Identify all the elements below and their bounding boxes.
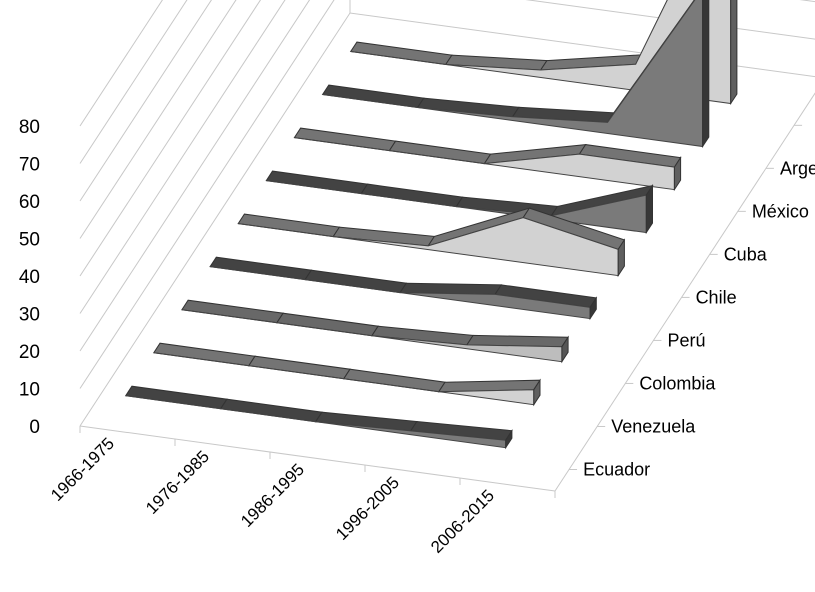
y-tick-label: 40 bbox=[19, 267, 40, 288]
y-tick-label: 70 bbox=[19, 155, 40, 176]
series-label: Colombia bbox=[639, 373, 716, 393]
ribbon-end-cap bbox=[533, 378, 541, 407]
series-label: Venezuela bbox=[611, 416, 696, 436]
ribbon-end-cap bbox=[505, 429, 513, 450]
y-tick-label: 10 bbox=[19, 380, 40, 401]
x-tick-label: 1976-1985 bbox=[142, 447, 213, 518]
series-label: México bbox=[752, 201, 809, 221]
ribbon-méxico bbox=[293, 127, 682, 192]
series-label: Perú bbox=[667, 330, 705, 350]
gridline bbox=[79, 0, 262, 277]
ribbon-end-cap bbox=[645, 183, 653, 235]
gridline bbox=[79, 0, 213, 202]
floor-front-edge bbox=[79, 425, 556, 492]
floor-right-edge bbox=[554, 92, 815, 492]
ribbon-cuba bbox=[265, 170, 654, 235]
series-label: Cuba bbox=[724, 244, 768, 264]
ribbon-end-cap bbox=[617, 238, 625, 278]
series-label: Ecuador bbox=[583, 459, 650, 479]
series-labels: Ecuador Venezuela Colombia Perú Chile Cuba Méx… bbox=[583, 158, 815, 479]
ribbon-end-cap bbox=[730, 0, 738, 106]
ribbon-end-cap bbox=[673, 155, 682, 192]
y-tick-label: 20 bbox=[19, 342, 40, 363]
ribbon-series-8 bbox=[349, 0, 738, 106]
ribbon-end-cap bbox=[702, 0, 710, 149]
x-tick-label: 2006-2015 bbox=[427, 486, 498, 557]
ribbon-ecuador bbox=[124, 385, 513, 450]
gridline bbox=[79, 0, 237, 239]
ribbon-argentina bbox=[321, 0, 710, 149]
x-tick-label: 1986-1995 bbox=[237, 460, 308, 531]
ribbon-end-cap bbox=[561, 335, 569, 364]
ribbon-colombia bbox=[181, 299, 570, 364]
y-tick-label: 80 bbox=[19, 117, 40, 138]
y-tick-label: 0 bbox=[29, 417, 40, 438]
series-ribbons bbox=[124, 0, 738, 450]
ribbon-end-cap bbox=[589, 296, 597, 321]
gridline bbox=[79, 0, 815, 352]
y-tick-label: 30 bbox=[19, 305, 40, 326]
x-tick-label: 1966-1975 bbox=[47, 434, 118, 505]
ribbon-perú bbox=[209, 256, 598, 321]
x-tick-label: 1996-2005 bbox=[332, 473, 403, 544]
ribbon-chile bbox=[237, 207, 626, 278]
gridline bbox=[79, 0, 188, 164]
series-label: Argentina bbox=[780, 158, 815, 178]
y-axis-tick-labels: 0 10 20 30 40 50 60 70 80 bbox=[19, 117, 40, 438]
series-label: Chile bbox=[696, 287, 737, 307]
y-tick-label: 60 bbox=[19, 192, 40, 213]
gridline bbox=[79, 0, 286, 314]
y-tick-label: 50 bbox=[19, 230, 40, 251]
ribbon-venezuela bbox=[152, 342, 541, 407]
